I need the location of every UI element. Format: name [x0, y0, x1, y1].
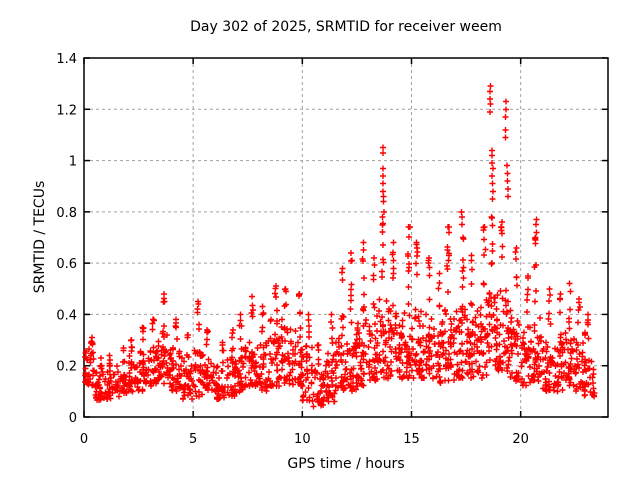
y-tick-label: 0.6: [56, 257, 77, 272]
x-axis-label: GPS time / hours: [287, 456, 404, 472]
y-tick-label: 1.2: [56, 103, 77, 118]
y-tick-label: 1.4: [56, 52, 77, 67]
x-axis-tick-labels: 0 5 10 15 20: [80, 432, 529, 447]
x-tick-label: 0: [80, 432, 88, 447]
data-points-srmtid: [82, 83, 598, 410]
y-tick-label: 0.2: [56, 360, 77, 375]
plot-border: [83, 57, 609, 418]
y-tick-label: 1: [69, 155, 77, 170]
y-tick-label: 0.8: [56, 206, 77, 221]
y-axis-label: SRMTID / TECUs: [32, 181, 48, 294]
x-tick-label: 5: [189, 432, 197, 447]
scatter-plus-markers: [82, 83, 598, 410]
x-tick-label: 20: [512, 432, 529, 447]
x-tick-label: 10: [294, 432, 311, 447]
y-tick-label: 0: [69, 411, 77, 426]
y-axis-tick-labels: 0 0.2 0.4 0.6 0.8 1 1.2 1.4: [56, 52, 77, 426]
chart-title: Day 302 of 2025, SRMTID for receiver wee…: [190, 19, 502, 35]
x-tick-label: 15: [403, 432, 420, 447]
y-tick-label: 0.4: [56, 308, 77, 323]
